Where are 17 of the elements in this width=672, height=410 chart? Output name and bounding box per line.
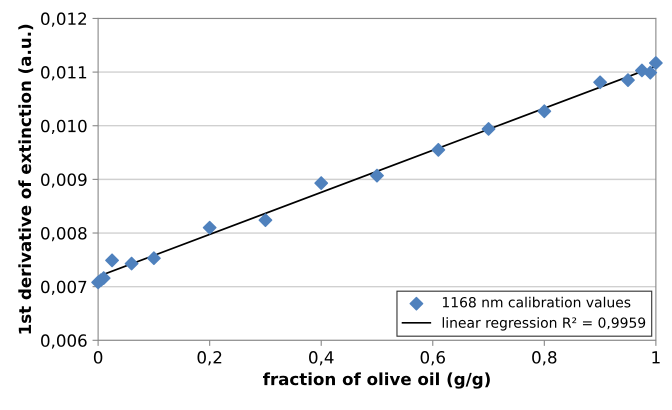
y-tick-label: 0,009 [41,173,87,188]
legend-label: linear regression R² = 0,9959 [442,317,646,331]
legend-label: 1168 nm calibration values [442,296,630,308]
y-tick-label: 0,010 [41,120,87,134]
x-tick-label: 1 [652,351,660,364]
y-tick-label: 0,012 [41,12,86,27]
y-tick-label: 0,008 [41,226,87,242]
y-tick-label: 0,007 [41,280,86,295]
y-tick-label: 0,006 [41,334,87,349]
x-axis-title: fraction of olive oil (g/g) [263,372,490,389]
x-tick-label: 0,6 [420,351,445,366]
x-tick-label: 0,8 [532,351,556,366]
x-tick-label: 0,2 [198,351,222,366]
y-tick-label: 0,011 [41,66,86,80]
x-tick-label: 0 [94,351,102,364]
y-axis-title: 1st derivative of extinction (a.u.) [18,24,34,334]
x-tick-label: 0,4 [309,351,334,366]
